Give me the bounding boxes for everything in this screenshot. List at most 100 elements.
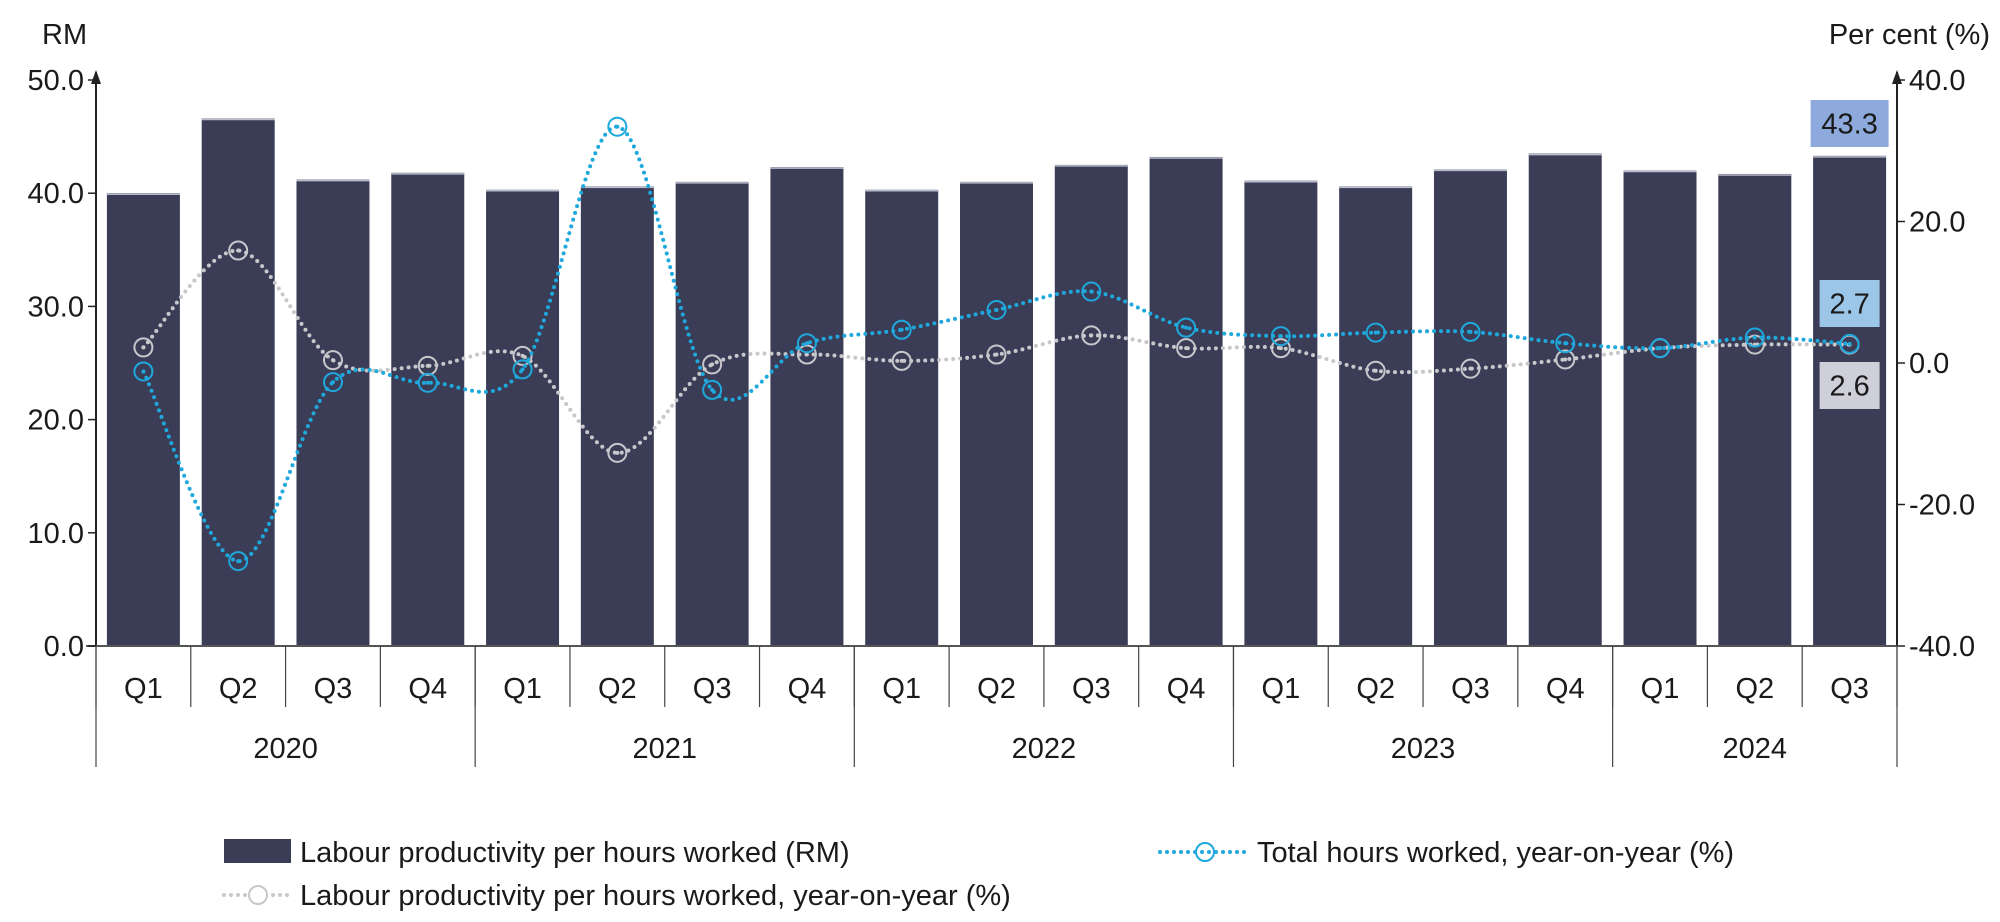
legend-label-bar: Labour productivity per hours worked (RM… <box>300 837 850 869</box>
bar <box>106 193 180 646</box>
data-label-box <box>1819 280 1880 327</box>
bar <box>1718 173 1792 646</box>
quarter-label: Q4 <box>788 673 827 705</box>
total-hours-yoy-point-center <box>236 559 241 564</box>
bar <box>960 181 1033 646</box>
total-hours-yoy-point-center <box>1752 335 1757 340</box>
axes: 0.0 10.0 20.0 30.0 40.0 50.0 -40.0 -20.0 0.0 20.0… <box>28 65 1975 767</box>
quarter-label: Q1 <box>124 673 163 705</box>
data-label-box <box>1819 362 1880 409</box>
productivity-yoy-line <box>141 248 1852 455</box>
legend-label-productivity-yoy: Labour productivity per hours worked, ye… <box>300 880 1011 912</box>
productivity-yoy-point <box>891 350 912 371</box>
productivity-yoy-point-center <box>899 358 904 363</box>
total-hours-yoy-point <box>702 379 723 400</box>
quarter-label: Q4 <box>408 673 447 705</box>
productivity-yoy-point <box>133 337 154 358</box>
total-hours-yoy-point <box>1460 321 1481 342</box>
legend-marker-hours <box>1195 842 1215 862</box>
total-hours-yoy-point <box>228 551 249 572</box>
productivity-yoy-point-center <box>1278 346 1283 351</box>
total-hours-yoy-point-center <box>710 387 715 392</box>
total-hours-yoy-point-center <box>1184 325 1189 330</box>
bar <box>675 181 749 646</box>
productivity-yoy-point <box>512 345 533 366</box>
total-hours-yoy-point-center <box>1658 346 1663 351</box>
legend-label-hours: Total hours worked, year-on-year (%) <box>1257 837 1734 869</box>
productivity-yoy-point <box>322 350 343 371</box>
left-axis-tick-label: 0.0 <box>44 631 84 663</box>
right-axis-tick-label: 0.0 <box>1909 348 1949 380</box>
productivity-yoy-point-center <box>425 363 430 368</box>
total-hours-yoy-point <box>1650 338 1671 359</box>
total-hours-yoy-point <box>1555 333 1576 354</box>
bar <box>1433 169 1507 647</box>
legend: Labour productivity per hours worked (RM… <box>222 837 1734 912</box>
productivity-yoy-point <box>796 344 817 365</box>
total-hours-yoy-point <box>1744 327 1765 348</box>
year-label: 2021 <box>632 733 697 765</box>
year-label: 2023 <box>1391 733 1456 765</box>
left-axis-arrow <box>91 70 101 84</box>
productivity-yoy-point <box>1176 338 1197 359</box>
right-axis-tick-label: -20.0 <box>1909 490 1975 522</box>
total-hours-yoy-point-center <box>804 341 809 346</box>
total-hours-yoy-point <box>133 361 154 382</box>
legend-swatch-bar <box>224 839 291 863</box>
data-label: 2.7 <box>1829 289 1869 321</box>
bar <box>391 172 465 646</box>
bar-series <box>106 118 1887 647</box>
productivity-yoy-point <box>1555 349 1576 370</box>
productivity-yoy-point <box>228 240 249 261</box>
quarter-label: Q2 <box>1735 673 1774 705</box>
quarter-label: Q1 <box>503 673 542 705</box>
legend-marker-productivity-yoy <box>248 885 268 905</box>
total-hours-yoy-point-center <box>1468 329 1473 334</box>
bar <box>1528 153 1602 646</box>
total-hours-yoy-line <box>141 124 1852 564</box>
total-hours-yoy-point-center <box>1373 330 1378 335</box>
total-hours-yoy-point <box>986 299 1007 320</box>
bar <box>580 186 654 646</box>
total-hours-yoy-point-center <box>615 124 620 129</box>
total-hours-yoy-point <box>1839 333 1860 354</box>
annotations: 43.3 2.7 2.6 <box>1810 100 1889 409</box>
productivity-yoy-point-center <box>804 352 809 357</box>
productivity-yoy-point-center <box>615 450 620 455</box>
total-hours-yoy-point-center <box>1563 341 1568 346</box>
quarter-label: Q4 <box>1167 673 1206 705</box>
left-axis-tick-label: 40.0 <box>28 178 84 210</box>
right-axis-title: Per cent (%) <box>1829 19 1990 51</box>
total-hours-yoy-point <box>1176 317 1197 338</box>
productivity-yoy-point-center <box>141 345 146 350</box>
quarter-label: Q2 <box>1356 673 1395 705</box>
productivity-yoy-point <box>1270 338 1291 359</box>
total-hours-yoy-point <box>1270 326 1291 347</box>
bar <box>1244 180 1318 647</box>
year-label: 2024 <box>1723 733 1788 765</box>
quarter-label: Q3 <box>1072 673 1111 705</box>
productivity-yoy-point-center <box>330 358 335 363</box>
left-axis-tick-label: 20.0 <box>28 405 84 437</box>
bar <box>1054 164 1128 646</box>
right-axis-tick-label: 40.0 <box>1909 65 1965 97</box>
productivity-yoy-point-center <box>1373 368 1378 373</box>
total-hours-yoy-point <box>512 359 533 380</box>
bar <box>296 179 370 646</box>
right-axis-tick-label: -40.0 <box>1909 631 1975 663</box>
quarter-label: Q3 <box>1451 673 1490 705</box>
quarter-label: Q2 <box>219 673 258 705</box>
quarter-label: Q2 <box>598 673 637 705</box>
bar <box>1339 186 1413 646</box>
bar <box>201 118 275 647</box>
year-label: 2022 <box>1012 733 1077 765</box>
productivity-yoy-point <box>702 354 723 375</box>
quarter-label: Q1 <box>1641 673 1680 705</box>
quarter-label: Q3 <box>693 673 732 705</box>
productivity-yoy-point <box>417 355 438 376</box>
productivity-yoy-point-center <box>1184 346 1189 351</box>
total-hours-yoy-point-center <box>899 327 904 332</box>
total-hours-yoy-point <box>607 116 628 137</box>
quarter-label: Q1 <box>1262 673 1301 705</box>
